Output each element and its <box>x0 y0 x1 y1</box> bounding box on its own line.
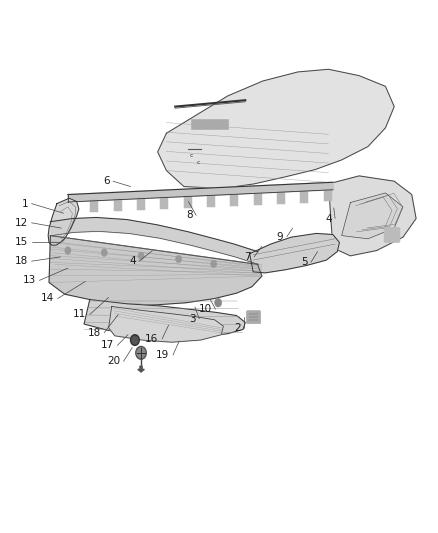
Text: 20: 20 <box>107 357 120 366</box>
Polygon shape <box>342 193 403 239</box>
Polygon shape <box>50 217 258 264</box>
Text: 1: 1 <box>21 199 28 208</box>
Text: 15: 15 <box>15 237 28 247</box>
Text: 4: 4 <box>129 256 136 266</box>
Text: 10: 10 <box>199 304 212 314</box>
Polygon shape <box>250 233 339 273</box>
Circle shape <box>137 348 145 358</box>
Text: 12: 12 <box>15 218 28 228</box>
Polygon shape <box>48 198 79 245</box>
Polygon shape <box>49 236 262 305</box>
Circle shape <box>136 346 146 359</box>
Bar <box>254 193 261 205</box>
Bar <box>191 119 228 129</box>
Text: 5: 5 <box>301 257 307 267</box>
Bar <box>114 199 122 211</box>
Text: c: c <box>190 153 194 158</box>
Circle shape <box>211 260 217 268</box>
Text: 19: 19 <box>156 350 170 360</box>
Text: 8: 8 <box>186 211 193 220</box>
Polygon shape <box>68 182 334 202</box>
Polygon shape <box>328 176 416 256</box>
Text: 18: 18 <box>88 328 101 337</box>
FancyBboxPatch shape <box>384 228 400 243</box>
Bar <box>90 200 98 212</box>
Text: 11: 11 <box>73 310 86 319</box>
Text: 4: 4 <box>325 214 332 223</box>
Circle shape <box>215 298 222 307</box>
Bar <box>184 196 191 208</box>
Polygon shape <box>158 69 394 188</box>
Text: 6: 6 <box>103 176 110 186</box>
Text: 17: 17 <box>101 341 114 350</box>
Text: 7: 7 <box>244 252 251 262</box>
Circle shape <box>131 335 139 345</box>
Polygon shape <box>84 300 245 337</box>
Text: 3: 3 <box>189 314 196 324</box>
Circle shape <box>176 255 182 263</box>
Circle shape <box>65 247 71 254</box>
Bar <box>324 190 332 201</box>
Polygon shape <box>109 306 223 342</box>
Bar <box>207 195 215 207</box>
Bar <box>137 198 145 210</box>
FancyArrow shape <box>138 366 144 372</box>
Text: 16: 16 <box>145 334 159 344</box>
Bar <box>67 201 75 213</box>
Bar <box>277 192 285 204</box>
Text: 2: 2 <box>234 324 241 333</box>
Text: 18: 18 <box>15 256 28 266</box>
Text: 13: 13 <box>23 276 36 285</box>
Circle shape <box>101 249 107 256</box>
Text: 14: 14 <box>41 294 54 303</box>
Bar <box>230 194 238 206</box>
Bar <box>160 197 168 209</box>
Text: 9: 9 <box>277 232 283 241</box>
Circle shape <box>138 252 144 260</box>
Text: c: c <box>196 159 200 165</box>
Circle shape <box>132 336 138 344</box>
FancyBboxPatch shape <box>247 311 261 324</box>
Bar <box>300 191 308 203</box>
